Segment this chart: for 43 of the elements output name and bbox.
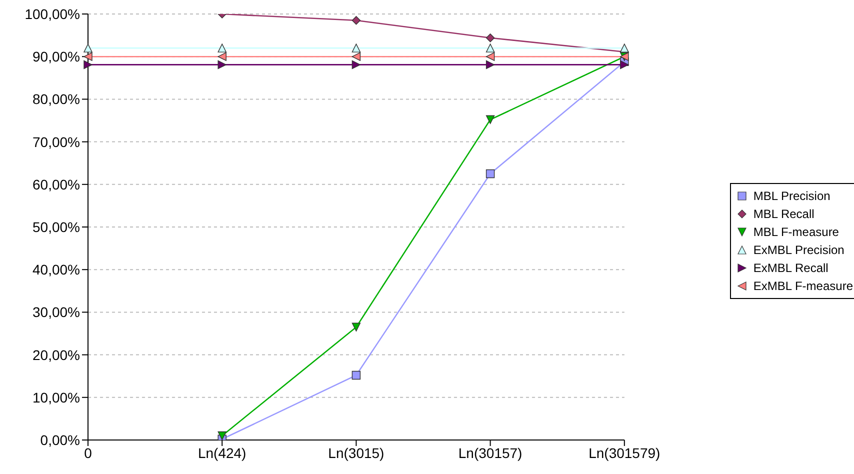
y-tick-label: 50,00% xyxy=(32,218,80,235)
point xyxy=(218,431,226,440)
y-tick-label: 30,00% xyxy=(32,304,80,320)
legend-label: ExMBL F-measure xyxy=(753,278,853,295)
point xyxy=(352,322,361,332)
x-tick-label: 0 xyxy=(84,444,92,461)
point xyxy=(486,34,495,42)
point xyxy=(84,60,92,70)
point xyxy=(486,44,495,52)
y-tick-label: 80,00% xyxy=(32,91,80,108)
y-tick-label: 0,00% xyxy=(40,432,80,448)
point xyxy=(352,370,361,380)
y-tick-label: 20,00% xyxy=(32,346,80,363)
legend-label: MBL Precision xyxy=(753,188,830,205)
point xyxy=(218,44,226,52)
x-tick-label: Ln(301579) xyxy=(588,444,660,461)
x-tick-label: Ln(424) xyxy=(198,444,246,461)
point xyxy=(486,52,495,61)
point xyxy=(84,52,92,61)
y-tick-label: 40,00% xyxy=(32,262,80,278)
point xyxy=(352,44,361,52)
point xyxy=(218,60,226,70)
point xyxy=(352,16,361,25)
y-tick-label: 90,00% xyxy=(32,48,80,65)
point xyxy=(84,44,92,52)
point xyxy=(486,60,495,70)
legend-label: MBL F-measure xyxy=(753,224,839,241)
y-tick-label: 10,00% xyxy=(32,389,80,406)
legend-label: ExMBL Precision xyxy=(753,242,844,259)
legend-label: ExMBL Recall xyxy=(753,260,828,277)
point xyxy=(620,60,629,70)
point xyxy=(352,60,361,70)
y-tick-label: 70,00% xyxy=(32,134,80,150)
point xyxy=(218,52,226,61)
point xyxy=(486,115,495,124)
y-tick-label: 100,00% xyxy=(24,6,80,22)
point xyxy=(620,44,629,52)
point xyxy=(486,169,495,178)
point xyxy=(352,52,361,61)
x-tick-label: Ln(30157) xyxy=(458,444,522,461)
x-tick-label: Ln(3015) xyxy=(328,444,384,461)
legend-label: MBL Recall xyxy=(753,206,814,223)
y-tick-label: 60,00% xyxy=(32,176,80,192)
